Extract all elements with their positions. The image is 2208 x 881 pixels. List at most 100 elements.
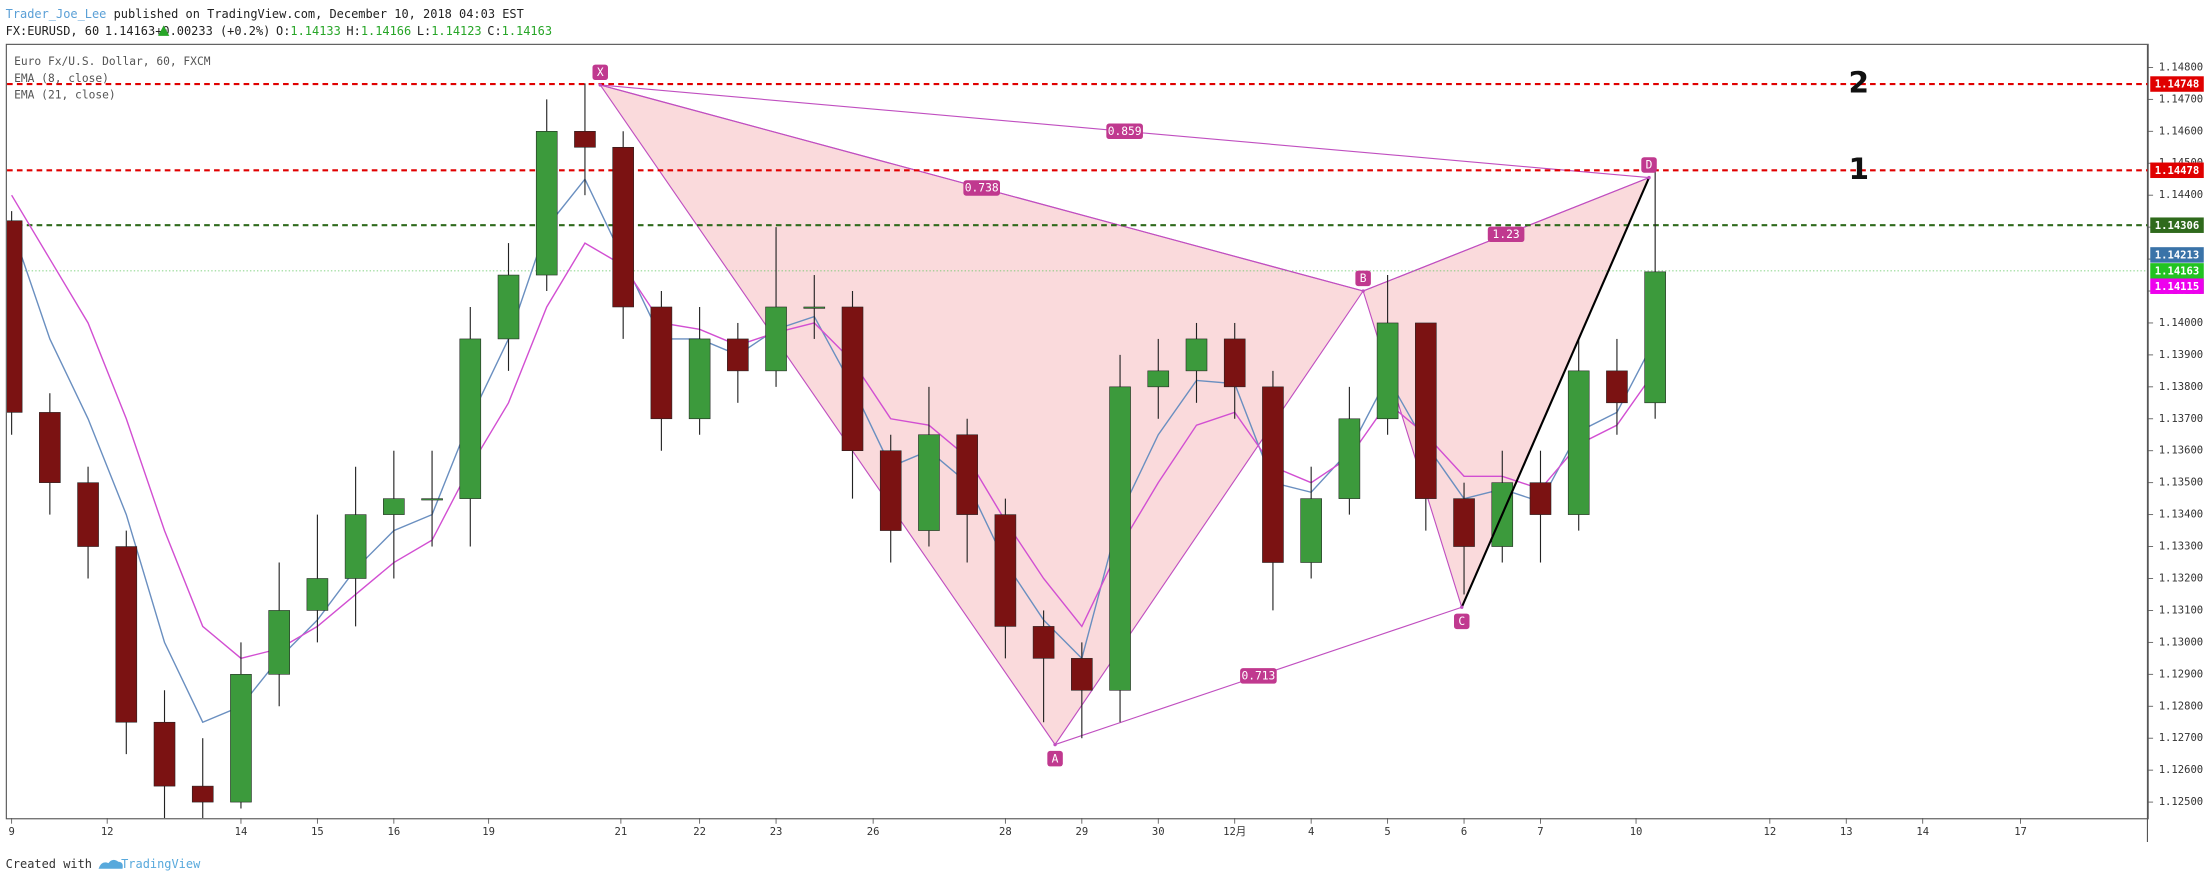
- ratio-badge: [1240, 668, 1277, 684]
- legend-entry: EMA (8, close): [14, 72, 109, 85]
- price-badge: [2150, 278, 2204, 294]
- candle-body: [688, 338, 711, 420]
- candle-body: [153, 721, 176, 787]
- footer-brand[interactable]: TradingView: [121, 857, 201, 871]
- pattern-point: [1053, 742, 1057, 747]
- y-tick-label: 1.13800: [2159, 381, 2203, 393]
- y-tick-label: 1.13900: [2159, 349, 2203, 361]
- y-tick-label: 1.12700: [2159, 732, 2203, 744]
- x-tick-label: 6: [1461, 826, 1467, 838]
- price-badge-label: 1.14748: [2155, 79, 2199, 91]
- candle-body: [459, 338, 482, 499]
- point-badge: [1355, 270, 1371, 287]
- x-tick-label: 12: [101, 826, 114, 838]
- y-tick-label: 1.13500: [2159, 477, 2203, 489]
- x-tick-label: 12月: [1223, 826, 1246, 838]
- plot-area: 2 1 0.859 0.738 1.23 0.713 X A B C D Euro Fx/U.S. D…: [7, 55, 2148, 819]
- candle-body: [115, 546, 138, 723]
- y-tick-label: 1.12500: [2159, 796, 2203, 808]
- author-link[interactable]: Trader_Joe_Lee: [6, 7, 107, 21]
- x-tick-label: 9: [8, 826, 14, 838]
- x-tick-label: 16: [387, 826, 400, 838]
- x-tick-label: 14: [235, 826, 248, 838]
- pattern-point: [1647, 175, 1651, 180]
- up-arrow-icon: [158, 25, 170, 36]
- y-tick-label: 1.13600: [2159, 445, 2203, 457]
- x-tick-label: 29: [1075, 826, 1088, 838]
- ohlc-label: L:: [417, 23, 431, 37]
- y-tick-label: 1.13400: [2159, 509, 2203, 521]
- point-label: D: [1646, 159, 1653, 172]
- candle-body: [1606, 370, 1628, 404]
- price-badge: [2150, 76, 2204, 92]
- candle-body: [1223, 338, 1246, 388]
- price-badge-label: 1.14306: [2155, 220, 2199, 232]
- y-tick-label: 1.13300: [2159, 541, 2203, 553]
- ohlc-label: H:: [346, 23, 360, 37]
- y-tick-label: 1.14700: [2159, 93, 2203, 105]
- candle-body: [497, 274, 520, 340]
- level-label: 2: [1848, 66, 1869, 100]
- ratio-badge: [1487, 226, 1525, 243]
- candle-body: [344, 514, 367, 579]
- publish-info: published on TradingView.com, December 1…: [114, 7, 524, 21]
- price-badge: [2150, 263, 2204, 279]
- candle-body: [77, 482, 99, 547]
- y-tick-label: 1.13100: [2159, 604, 2203, 616]
- trend-line: [1460, 177, 1651, 608]
- point-label: C: [1458, 615, 1465, 628]
- candle-body: [994, 514, 1017, 627]
- last-price: 1.14163: [105, 23, 155, 37]
- price-badge-label: 1.14115: [2155, 281, 2199, 293]
- y-tick-label: 1.13000: [2159, 636, 2203, 648]
- y-tick-label: 1.14000: [2159, 317, 2203, 329]
- y-tick-label: 1.13700: [2159, 413, 2203, 425]
- point-badge: [1454, 613, 1470, 630]
- publish-line: Trader_Joe_Lee published on TradingView.…: [6, 7, 524, 21]
- point-label: X: [597, 66, 604, 79]
- quote-text: FX:EURUSD, 60 1.14163+0.00233 (+0.2%) O:1.…: [6, 23, 552, 37]
- candle-body: [765, 306, 787, 372]
- legend-title: Euro Fx/U.S. Dollar, 60, FXCM: [14, 55, 211, 68]
- ratio-label: 0.859: [1108, 125, 1142, 138]
- candle-body: [7, 220, 23, 413]
- candle-body: [918, 434, 940, 531]
- x-tick-label: 21: [615, 826, 628, 838]
- footer: Created with TradingView: [6, 857, 201, 871]
- x-tick-label: 22: [693, 826, 706, 838]
- ratio-label: 1.23: [1493, 228, 1520, 241]
- candle-body: [1338, 418, 1361, 499]
- candle-body: [1185, 338, 1208, 372]
- ohlc-label: O:: [276, 23, 290, 37]
- level-label: 1: [1848, 152, 1869, 186]
- point-badge: [1047, 750, 1063, 767]
- price-badge-label: 1.14213: [2155, 250, 2199, 262]
- plot-frame: [5, 43, 2149, 820]
- x-tick-label: 15: [311, 826, 324, 838]
- x-tick-label: 19: [482, 826, 495, 838]
- pattern-point: [1460, 605, 1464, 609]
- candle-body: [39, 412, 61, 483]
- y-tick-label: 1.14600: [2159, 125, 2203, 137]
- y-tick-label: 1.14400: [2159, 189, 2203, 201]
- x-tick-label: 14: [1916, 826, 1929, 838]
- x-tick-label: 4: [1308, 826, 1314, 838]
- candle-body: [230, 674, 252, 803]
- change: +0.00233 (+0.2%): [155, 23, 270, 37]
- candle-body: [1376, 322, 1399, 420]
- ratio-badge: [1106, 123, 1143, 140]
- candle-body: [1567, 370, 1590, 515]
- price-badge: [2150, 217, 2204, 233]
- candle-body: [421, 498, 443, 501]
- ohlc-value: 1.14123: [431, 23, 481, 37]
- point-label: B: [1360, 272, 1367, 285]
- y-tick-label: 1.13200: [2159, 572, 2203, 584]
- pattern-point: [1361, 289, 1365, 293]
- x-tick-label: 28: [999, 826, 1012, 838]
- price-badge-label: 1.14163: [2155, 266, 2199, 278]
- candle-body: [1453, 498, 1475, 547]
- y-tick-label: 1.12800: [2159, 700, 2203, 712]
- x-tick-label: 30: [1152, 826, 1165, 838]
- candle-body: [1415, 322, 1437, 499]
